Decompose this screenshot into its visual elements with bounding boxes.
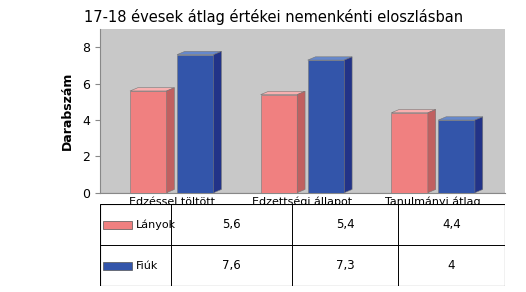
Y-axis label: Darabszám: Darabszám — [61, 72, 74, 150]
Polygon shape — [214, 51, 221, 193]
Polygon shape — [177, 55, 214, 193]
Bar — [103, 221, 132, 229]
Polygon shape — [308, 57, 352, 60]
Polygon shape — [344, 57, 352, 193]
Polygon shape — [130, 88, 175, 91]
Polygon shape — [428, 110, 436, 193]
Text: 17-18 évesek átlag értékei nemenkénti eloszlásban: 17-18 évesek átlag értékei nemenkénti el… — [84, 9, 463, 25]
Bar — [103, 262, 132, 270]
Polygon shape — [308, 60, 344, 193]
Text: Fiúk: Fiúk — [136, 261, 158, 271]
Text: 7,6: 7,6 — [222, 259, 241, 272]
Polygon shape — [438, 117, 483, 120]
Polygon shape — [130, 91, 167, 193]
Polygon shape — [261, 95, 297, 193]
Text: 4,4: 4,4 — [442, 218, 461, 231]
Text: Lányok: Lányok — [136, 220, 176, 230]
Polygon shape — [261, 91, 305, 95]
Polygon shape — [391, 113, 428, 193]
Polygon shape — [297, 91, 305, 193]
Text: 7,3: 7,3 — [336, 259, 355, 272]
Polygon shape — [475, 117, 483, 193]
Polygon shape — [177, 51, 221, 55]
Text: 5,6: 5,6 — [222, 218, 241, 231]
Polygon shape — [391, 110, 436, 113]
Text: 5,4: 5,4 — [336, 218, 355, 231]
Text: 4: 4 — [448, 259, 455, 272]
Polygon shape — [438, 120, 475, 193]
Polygon shape — [167, 88, 175, 193]
